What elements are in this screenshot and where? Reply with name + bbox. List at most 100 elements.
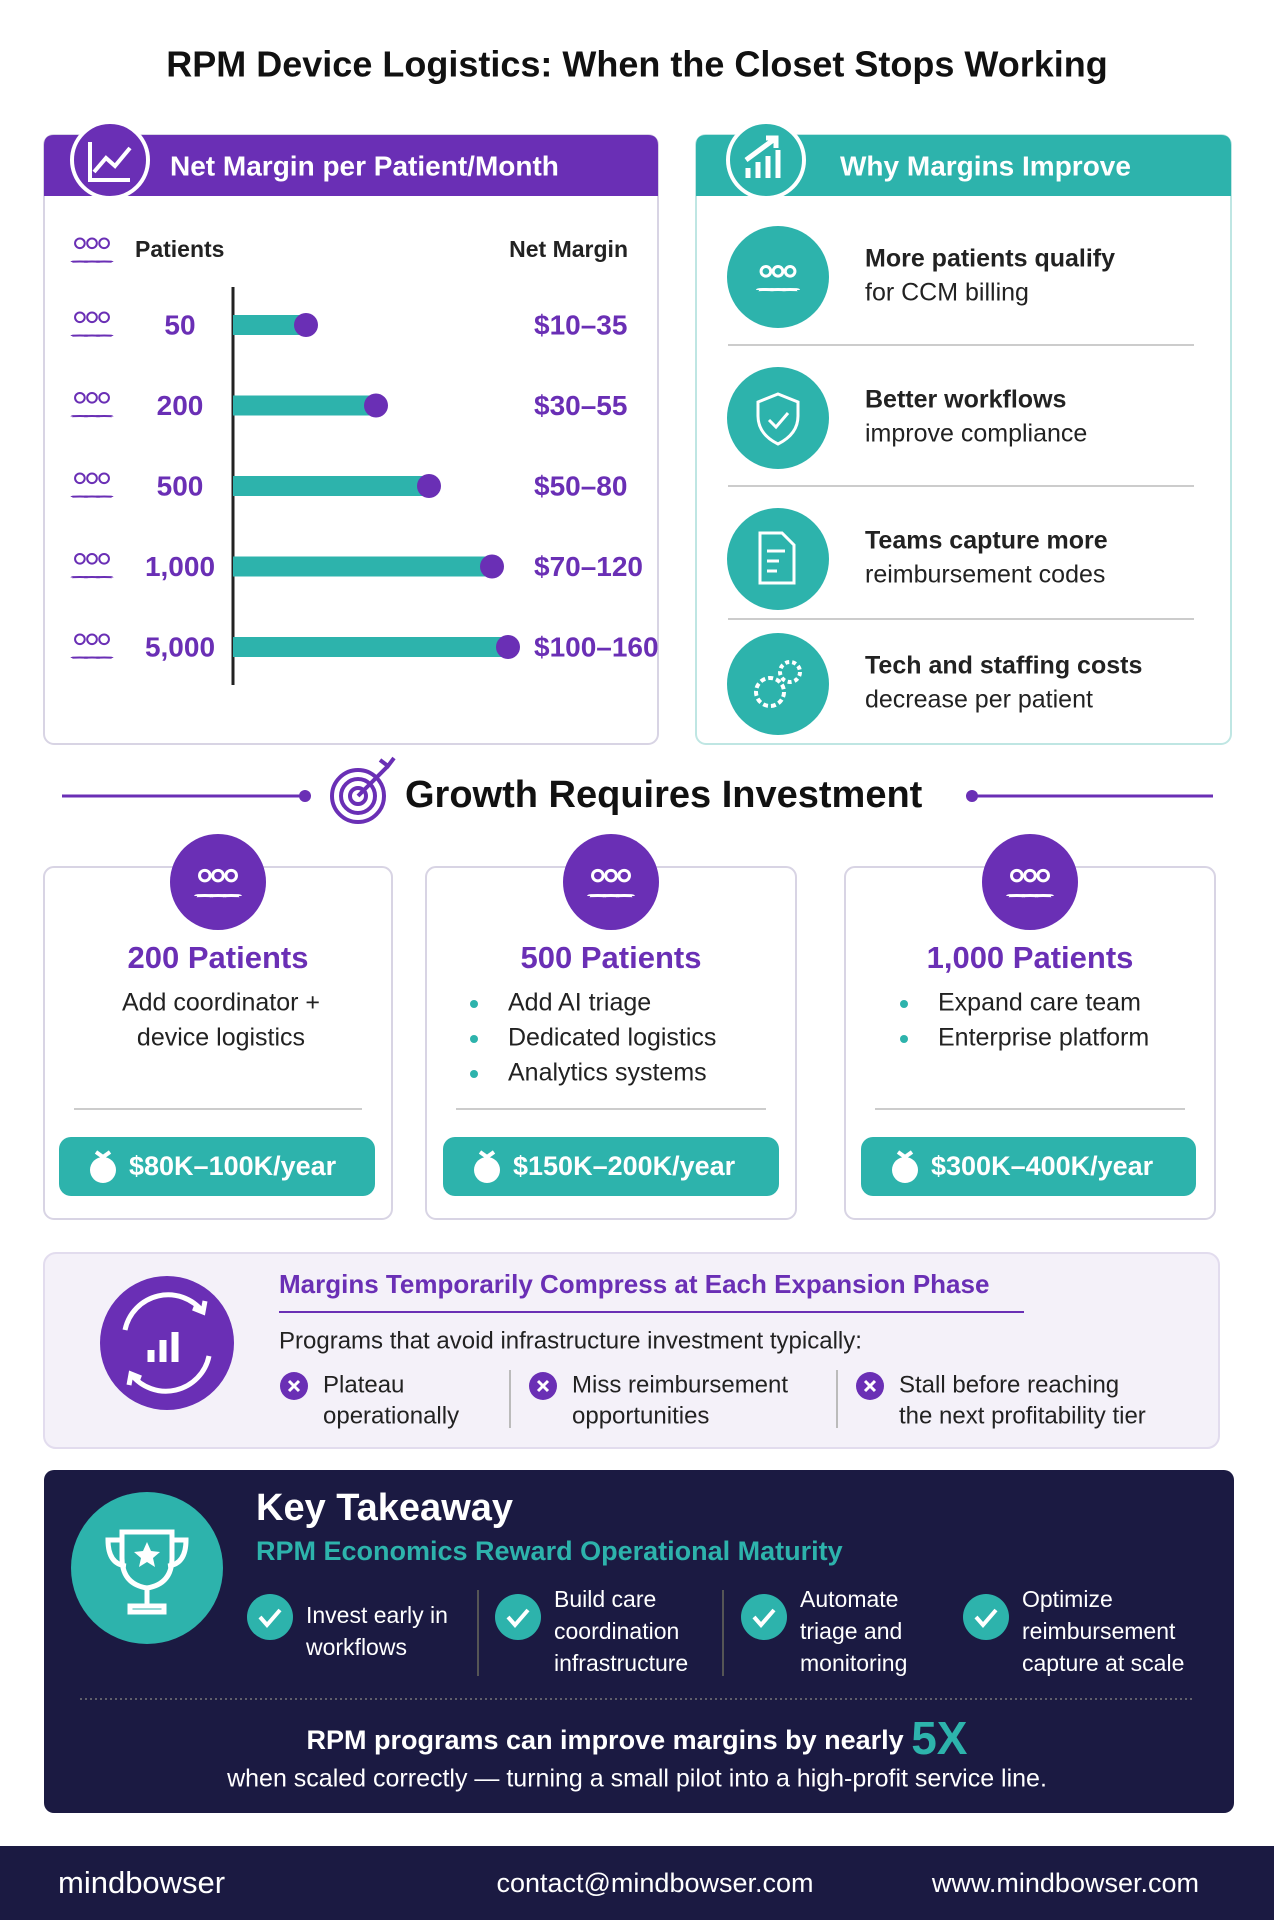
card-title: 500 Patients xyxy=(521,940,702,975)
check-mark xyxy=(752,1608,776,1629)
icon-head xyxy=(86,237,98,250)
icon-head xyxy=(86,552,98,565)
column-header: Patients xyxy=(135,236,224,262)
icon-head xyxy=(74,237,86,250)
notice-item: the next profitability tier xyxy=(899,1402,1146,1429)
panel-title: Why Margins Improve xyxy=(840,150,1131,181)
takeaway-title: Key Takeaway xyxy=(256,1487,513,1529)
icon-head xyxy=(759,264,773,278)
people-icon xyxy=(70,633,114,659)
icon-head xyxy=(86,472,98,485)
notice-title: Margins Temporarily Compress at Each Exp… xyxy=(279,1269,989,1299)
margin-range: $30–55 xyxy=(534,390,627,421)
growth-icon xyxy=(744,135,781,178)
cycle-icon xyxy=(122,1292,212,1394)
takeaway-item: capture at scale xyxy=(1022,1650,1184,1676)
icon-head xyxy=(86,311,98,324)
patient-count: 500 xyxy=(157,470,204,501)
margin-range: $70–120 xyxy=(534,551,643,582)
icon-head xyxy=(74,472,86,485)
bar-end xyxy=(480,554,504,579)
money-icon-top xyxy=(896,1150,914,1160)
bar xyxy=(233,476,429,496)
takeaway-subtitle: RPM Economics Reward Operational Maturit… xyxy=(256,1536,843,1566)
patient-count: 200 xyxy=(157,390,204,421)
icon-body xyxy=(82,414,102,418)
icon-body xyxy=(82,334,102,337)
icon-head xyxy=(74,633,86,646)
icon-head xyxy=(1010,868,1024,883)
takeaway-item: infrastructure xyxy=(554,1650,688,1676)
notice-box xyxy=(43,1252,1220,1449)
patient-count: 5,000 xyxy=(145,631,215,662)
notice-item: Stall before reaching xyxy=(899,1371,1119,1398)
icon-head xyxy=(604,868,618,883)
icon-head xyxy=(98,633,110,646)
bar-end xyxy=(417,474,441,498)
check-circle xyxy=(495,1594,541,1640)
money-icon xyxy=(474,1157,500,1183)
closing-highlight: 5X xyxy=(911,1712,968,1764)
icon-head xyxy=(1023,868,1037,883)
people-icon xyxy=(70,237,114,263)
money-icon-top xyxy=(94,1150,112,1160)
people-icon xyxy=(70,311,114,337)
item-heading: Better workflows xyxy=(865,386,1066,414)
closing-lead: RPM programs can improve margins by near… xyxy=(307,1725,904,1755)
margin-range: $10–35 xyxy=(534,309,627,340)
cost-pill xyxy=(443,1137,779,1196)
target-icon xyxy=(330,768,386,824)
card-bullet: Analytics systems xyxy=(508,1059,707,1087)
gear-icon xyxy=(754,676,786,708)
bullet xyxy=(900,1000,908,1008)
margin-range: $50–80 xyxy=(534,470,627,501)
footer-email: contact@mindbowser.com xyxy=(496,1868,813,1898)
bullet xyxy=(470,1000,478,1008)
icon-head xyxy=(86,633,98,646)
bars-icon xyxy=(147,1332,179,1362)
money-icon xyxy=(90,1157,116,1183)
notice-item: operationally xyxy=(323,1402,459,1429)
takeaway-item: coordination xyxy=(554,1618,679,1644)
item-text: reimbursement codes xyxy=(865,561,1105,589)
bar-end xyxy=(364,393,388,418)
takeaway-item: Invest early in xyxy=(306,1602,448,1628)
takeaway-box xyxy=(44,1470,1234,1813)
icon-head xyxy=(211,868,225,883)
icon-head xyxy=(771,264,785,278)
check-circle xyxy=(741,1594,787,1640)
bar xyxy=(233,395,376,416)
bullet xyxy=(900,1035,908,1043)
icon-body xyxy=(82,656,102,659)
icon-head xyxy=(591,868,605,883)
bar xyxy=(233,315,306,335)
icon-body xyxy=(82,260,102,263)
takeaway-item: triage and xyxy=(800,1618,902,1644)
people-icon xyxy=(194,868,242,898)
footer-website: www.mindbowser.com xyxy=(931,1868,1199,1898)
takeaway-item: Optimize xyxy=(1022,1586,1113,1612)
icon-body xyxy=(82,575,102,579)
trophy-icon xyxy=(105,1529,189,1615)
cost-pill xyxy=(59,1137,375,1196)
rule-dot xyxy=(299,790,311,802)
star-icon xyxy=(134,1542,160,1567)
takeaway-item: monitoring xyxy=(800,1650,907,1676)
panel-header xyxy=(696,135,1231,196)
cost-pill xyxy=(861,1137,1196,1196)
icon-head xyxy=(617,868,631,883)
notice-intro: Programs that avoid infrastructure inves… xyxy=(279,1327,862,1354)
card-title: 200 Patients xyxy=(128,940,309,975)
check-mark xyxy=(258,1608,282,1629)
check-mark xyxy=(506,1608,530,1629)
x-mark xyxy=(536,1379,550,1393)
gear-icon xyxy=(778,660,802,684)
arrow-icon xyxy=(356,756,396,798)
notice-item: opportunities xyxy=(572,1402,709,1429)
check-mark xyxy=(974,1608,998,1629)
money-icon-top xyxy=(478,1150,496,1160)
icon-head xyxy=(783,264,797,278)
item-heading: Teams capture more xyxy=(865,527,1108,555)
closing-tail: when scaled correctly — turning a small … xyxy=(226,1765,1047,1793)
